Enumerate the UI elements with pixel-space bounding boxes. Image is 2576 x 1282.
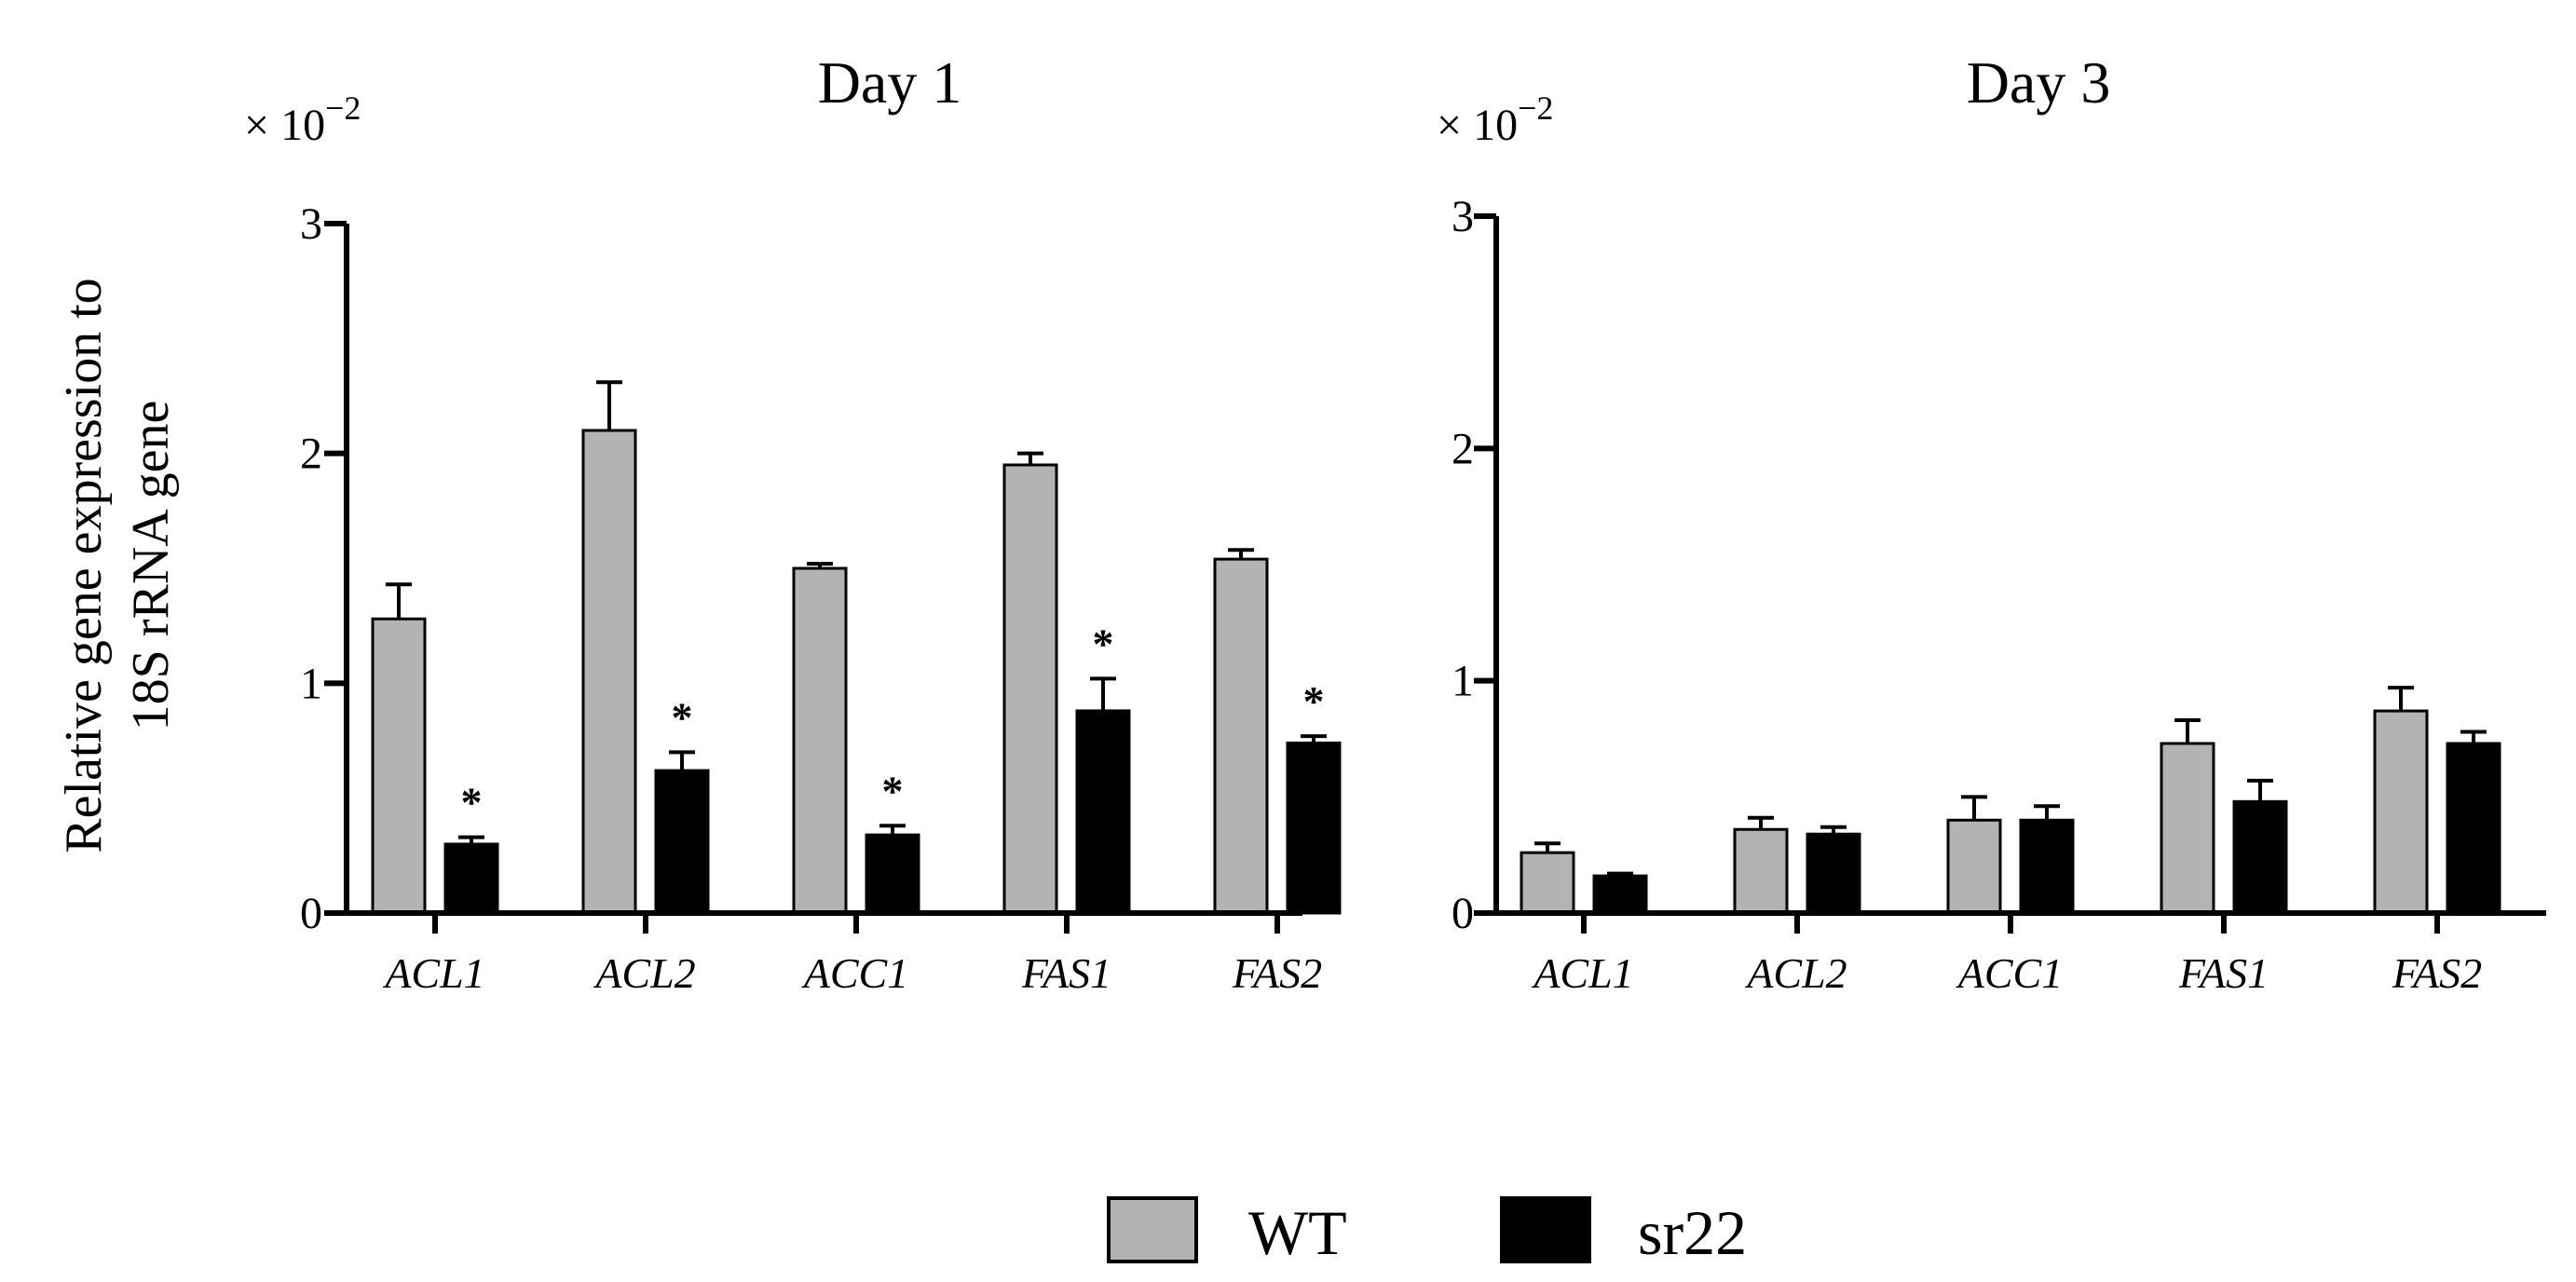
y-tick-label: 0 [1452, 889, 1474, 938]
axis-multiplier: × 10−2 [1437, 89, 1553, 150]
x-tick-label: FAS2 [2392, 949, 2482, 997]
bar-wt-acl1 [371, 617, 427, 915]
bar-sr22-acc1 [2019, 818, 2075, 915]
axis-multiplier-base: × 10 [244, 101, 325, 150]
legend: WT sr22 [1107, 1196, 1747, 1268]
y-tick-label: 1 [300, 659, 322, 708]
bar-sr22-acc1 [865, 833, 920, 915]
y-tick-label: 3 [1452, 192, 1474, 241]
plot-area: ACL1 ACL2 ACC1 FAS1 FAS2 0 1 2 3 [1452, 192, 2546, 997]
plot-area: * ACL1 * ACL2 * ACC1 * FAS1 * FAS2 0 1 2 3 [300, 199, 1342, 997]
bar-wt-fas2 [1213, 557, 1269, 915]
bar-sr22-fas2 [1286, 741, 1342, 915]
y-axis-label-line-2: 18S rRNA gene [122, 401, 180, 731]
bar-sr22-acl2 [654, 769, 710, 915]
y-axis-label-line-1: Relative gene expression to [55, 278, 113, 852]
axis-multiplier: × 10−2 [244, 89, 361, 150]
y-axis-label: Relative gene expression to 18S rRNA gen… [55, 278, 180, 852]
x-tick-label: ACC1 [1956, 949, 2063, 997]
x-tick-label: ACL2 [593, 949, 695, 997]
bar-sr22-fas1 [1075, 709, 1131, 915]
bar-sr22-acl1 [443, 842, 499, 915]
bar-wt-acl2 [581, 429, 637, 915]
x-tick-label: FAS1 [1021, 949, 1111, 997]
y-tick-label: 2 [300, 430, 322, 479]
bar-sr22-fas2 [2446, 742, 2501, 915]
y-tick-label: 3 [300, 199, 322, 249]
axis-multiplier-exponent: −2 [1518, 89, 1553, 127]
significance-mark: * [1303, 677, 1325, 725]
significance-mark: * [1093, 620, 1114, 667]
chart-panel-day-3: Day 3 × 10−2 ACL1 ACL2 ACC1 FAS1 FAS2 0 1 2 3 [1437, 49, 2546, 997]
bar-wt-fas1 [1002, 463, 1058, 915]
chart-title: Day 3 [1967, 49, 2111, 116]
y-tick-label: 0 [300, 889, 322, 938]
bar-sr22-fas1 [2232, 799, 2288, 915]
legend-swatch-sr22 [1500, 1196, 1591, 1263]
y-tick-label: 1 [1452, 657, 1474, 706]
legend-label-sr22: sr22 [1638, 1197, 1747, 1268]
axis-multiplier-base: × 10 [1437, 101, 1518, 150]
x-tick-label: ACL1 [1531, 949, 1633, 997]
x-tick-label: ACL2 [1744, 949, 1847, 997]
bar-wt-fas2 [2373, 709, 2429, 915]
bar-wt-acl1 [1520, 851, 1575, 915]
legend-label-wt: WT [1248, 1197, 1347, 1268]
significance-mark: * [461, 779, 483, 826]
bar-wt-acc1 [1946, 818, 2002, 915]
bar-wt-acl2 [1733, 827, 1789, 915]
bar-wt-fas1 [2160, 742, 2215, 915]
x-tick-label: FAS2 [1232, 949, 1322, 997]
x-tick-label: FAS1 [2178, 949, 2269, 997]
chart-panel-day-1: Day 1 × 10−2 * ACL1 * ACL2 * ACC1 * FAS1 * FAS2 0 1… [244, 49, 1342, 997]
y-tick-label: 2 [1452, 424, 1474, 473]
bar-wt-acc1 [792, 566, 848, 915]
bar-sr22-acl1 [1592, 874, 1648, 915]
legend-swatch-wt [1107, 1196, 1198, 1263]
x-tick-label: ACC1 [801, 949, 908, 997]
axis-multiplier-exponent: −2 [325, 89, 361, 127]
chart-title: Day 1 [818, 49, 962, 116]
bar-sr22-acl2 [1806, 832, 1861, 915]
significance-mark: * [882, 767, 904, 814]
significance-mark: * [672, 693, 693, 741]
x-tick-label: ACL1 [382, 949, 484, 997]
